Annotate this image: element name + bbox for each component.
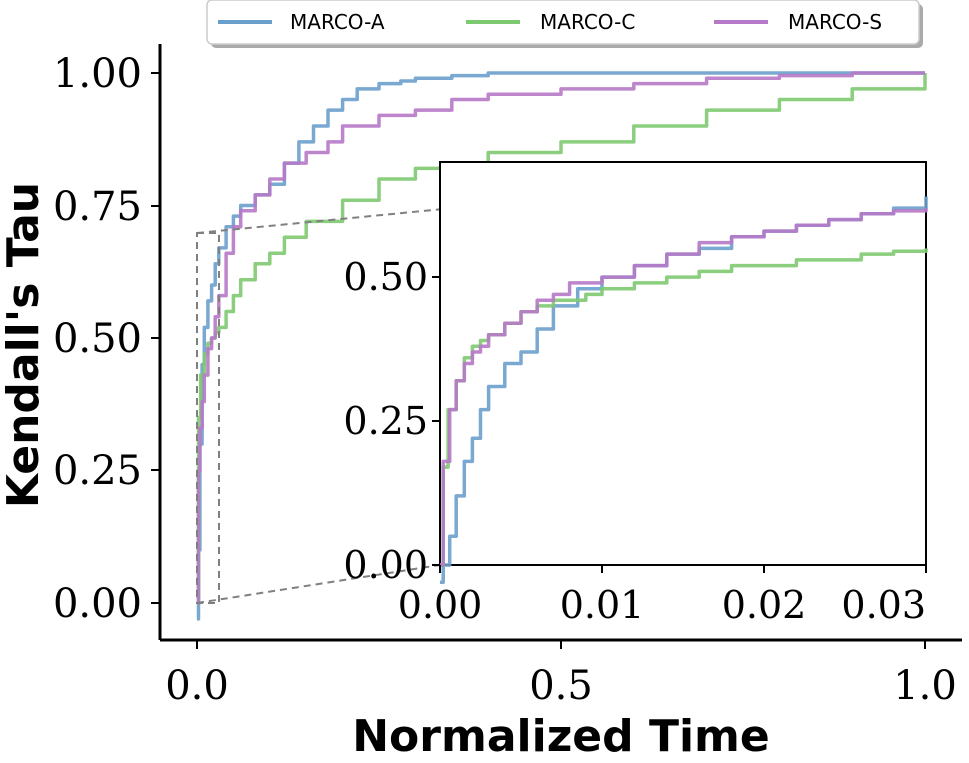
- legend: MARCO-A MARCO-C MARCO-S: [206, 0, 923, 48]
- y-tick-label: 1.00: [53, 51, 142, 97]
- legend-label-marco-a: MARCO-A: [290, 10, 385, 34]
- inset-series-line-marco-s: [440, 208, 928, 567]
- inset-x-tick-label: 0.03: [841, 583, 926, 627]
- x-tick-label: 0.0: [165, 663, 229, 709]
- y-axis-title: Kendall's Tau: [0, 182, 49, 508]
- inset-x-tick-label: 0.01: [560, 583, 645, 627]
- series-line-marco-s: [196, 71, 925, 605]
- inset-x-ticks: [439, 565, 927, 573]
- main-x-ticks: [196, 640, 926, 649]
- legend-label-marco-s: MARCO-S: [788, 10, 882, 34]
- y-tick-label: 0.50: [53, 316, 142, 362]
- series-line-marco-a: [196, 71, 925, 621]
- series-line-marco-c: [196, 73, 927, 605]
- x-tick-label: 0.5: [529, 663, 593, 709]
- y-tick-label: 0.25: [53, 448, 142, 494]
- inset-chart: 0.00 0.01 0.02 0.03 0.00 0.25 0.50: [343, 161, 928, 627]
- inset-y-ticks: [432, 276, 440, 566]
- y-tick-label: 0.00: [53, 581, 142, 627]
- zoom-connector-bottom: [196, 564, 441, 604]
- zoom-region-box: [196, 232, 220, 604]
- inset-x-tick-label: 0.02: [722, 583, 807, 627]
- x-axis-title: Normalized Time: [352, 711, 770, 762]
- legend-box: [206, 0, 920, 45]
- inset-y-tick-label: 0.00: [343, 543, 428, 587]
- inset-y-tick-label: 0.25: [343, 399, 428, 443]
- main-y-ticks: [151, 72, 160, 604]
- y-tick-label: 0.75: [53, 184, 142, 230]
- inset-plot-area: [440, 196, 928, 585]
- inset-y-tick-label: 0.50: [343, 255, 428, 299]
- x-tick-label: 1.0: [893, 663, 957, 709]
- main-plot-area: [196, 71, 927, 621]
- legend-label-marco-c: MARCO-C: [540, 10, 635, 34]
- inset-x-tick-label: 0.00: [398, 583, 483, 627]
